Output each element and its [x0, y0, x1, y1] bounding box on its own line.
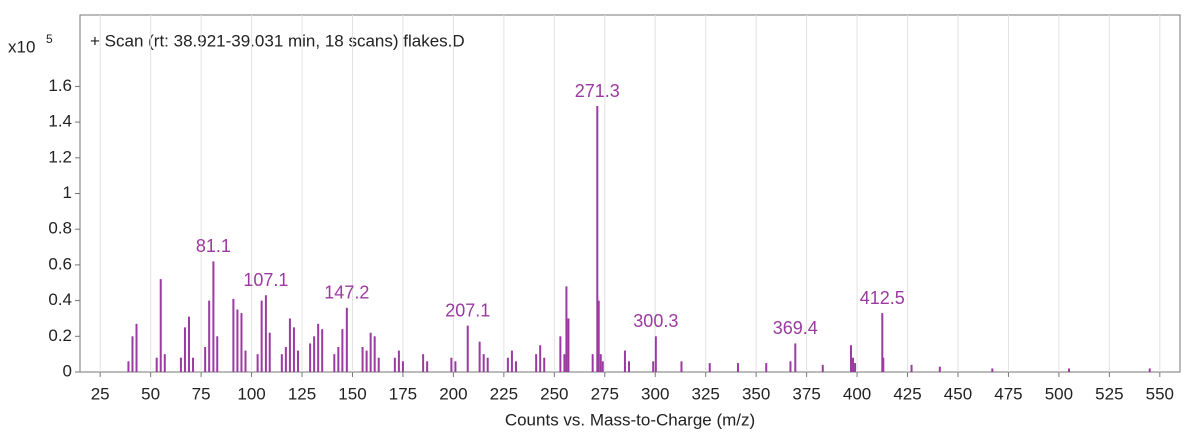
x-tick-label: 200 — [439, 384, 467, 403]
chart-title: + Scan (rt: 38.921-39.031 min, 18 scans)… — [90, 31, 465, 50]
x-tick-label: 225 — [490, 384, 518, 403]
x-tick-label: 500 — [1045, 384, 1073, 403]
x-tick-label: 25 — [91, 384, 110, 403]
x-tick-label: 375 — [792, 384, 820, 403]
peak-label: 147.2 — [324, 282, 369, 302]
x-axis-label: Counts vs. Mass-to-Charge (m/z) — [505, 410, 755, 429]
x-tick-label: 425 — [893, 384, 921, 403]
y-exponent: 5 — [46, 32, 53, 46]
x-tick-label: 300 — [641, 384, 669, 403]
y-tick-label: 0.2 — [48, 326, 72, 345]
peak-label: 271.3 — [575, 81, 620, 101]
peak-label: 207.1 — [445, 300, 490, 320]
y-tick-label: 0.6 — [48, 254, 72, 273]
x-tick-label: 275 — [591, 384, 619, 403]
x-tick-label: 100 — [237, 384, 265, 403]
y-tick-label: 1.2 — [48, 147, 72, 166]
x-tick-label: 50 — [141, 384, 160, 403]
peak-label: 369.4 — [773, 318, 818, 338]
x-tick-label: 550 — [1146, 384, 1174, 403]
peak-label: 107.1 — [243, 270, 288, 290]
x-tick-label: 350 — [742, 384, 770, 403]
y-tick-label: 0 — [63, 361, 72, 380]
y-tick-label: 1.4 — [48, 112, 72, 131]
x-tick-label: 75 — [192, 384, 211, 403]
y-multiplier: x10 — [8, 37, 35, 56]
peak-label: 81.1 — [196, 236, 231, 256]
y-tick-label: 0.8 — [48, 219, 72, 238]
y-tick-label: 1.6 — [48, 76, 72, 95]
x-tick-label: 175 — [389, 384, 417, 403]
x-tick-label: 450 — [944, 384, 972, 403]
peak-label: 412.5 — [860, 288, 905, 308]
x-tick-label: 150 — [338, 384, 366, 403]
x-tick-label: 125 — [288, 384, 316, 403]
x-tick-label: 400 — [843, 384, 871, 403]
x-tick-label: 250 — [540, 384, 568, 403]
peak-label: 300.3 — [633, 311, 678, 331]
y-tick-label: 0.4 — [48, 290, 72, 309]
x-tick-label: 525 — [1095, 384, 1123, 403]
x-tick-label: 475 — [994, 384, 1022, 403]
plot-frame — [79, 14, 1181, 373]
y-tick-label: 1 — [63, 183, 72, 202]
x-tick-label: 325 — [692, 384, 720, 403]
